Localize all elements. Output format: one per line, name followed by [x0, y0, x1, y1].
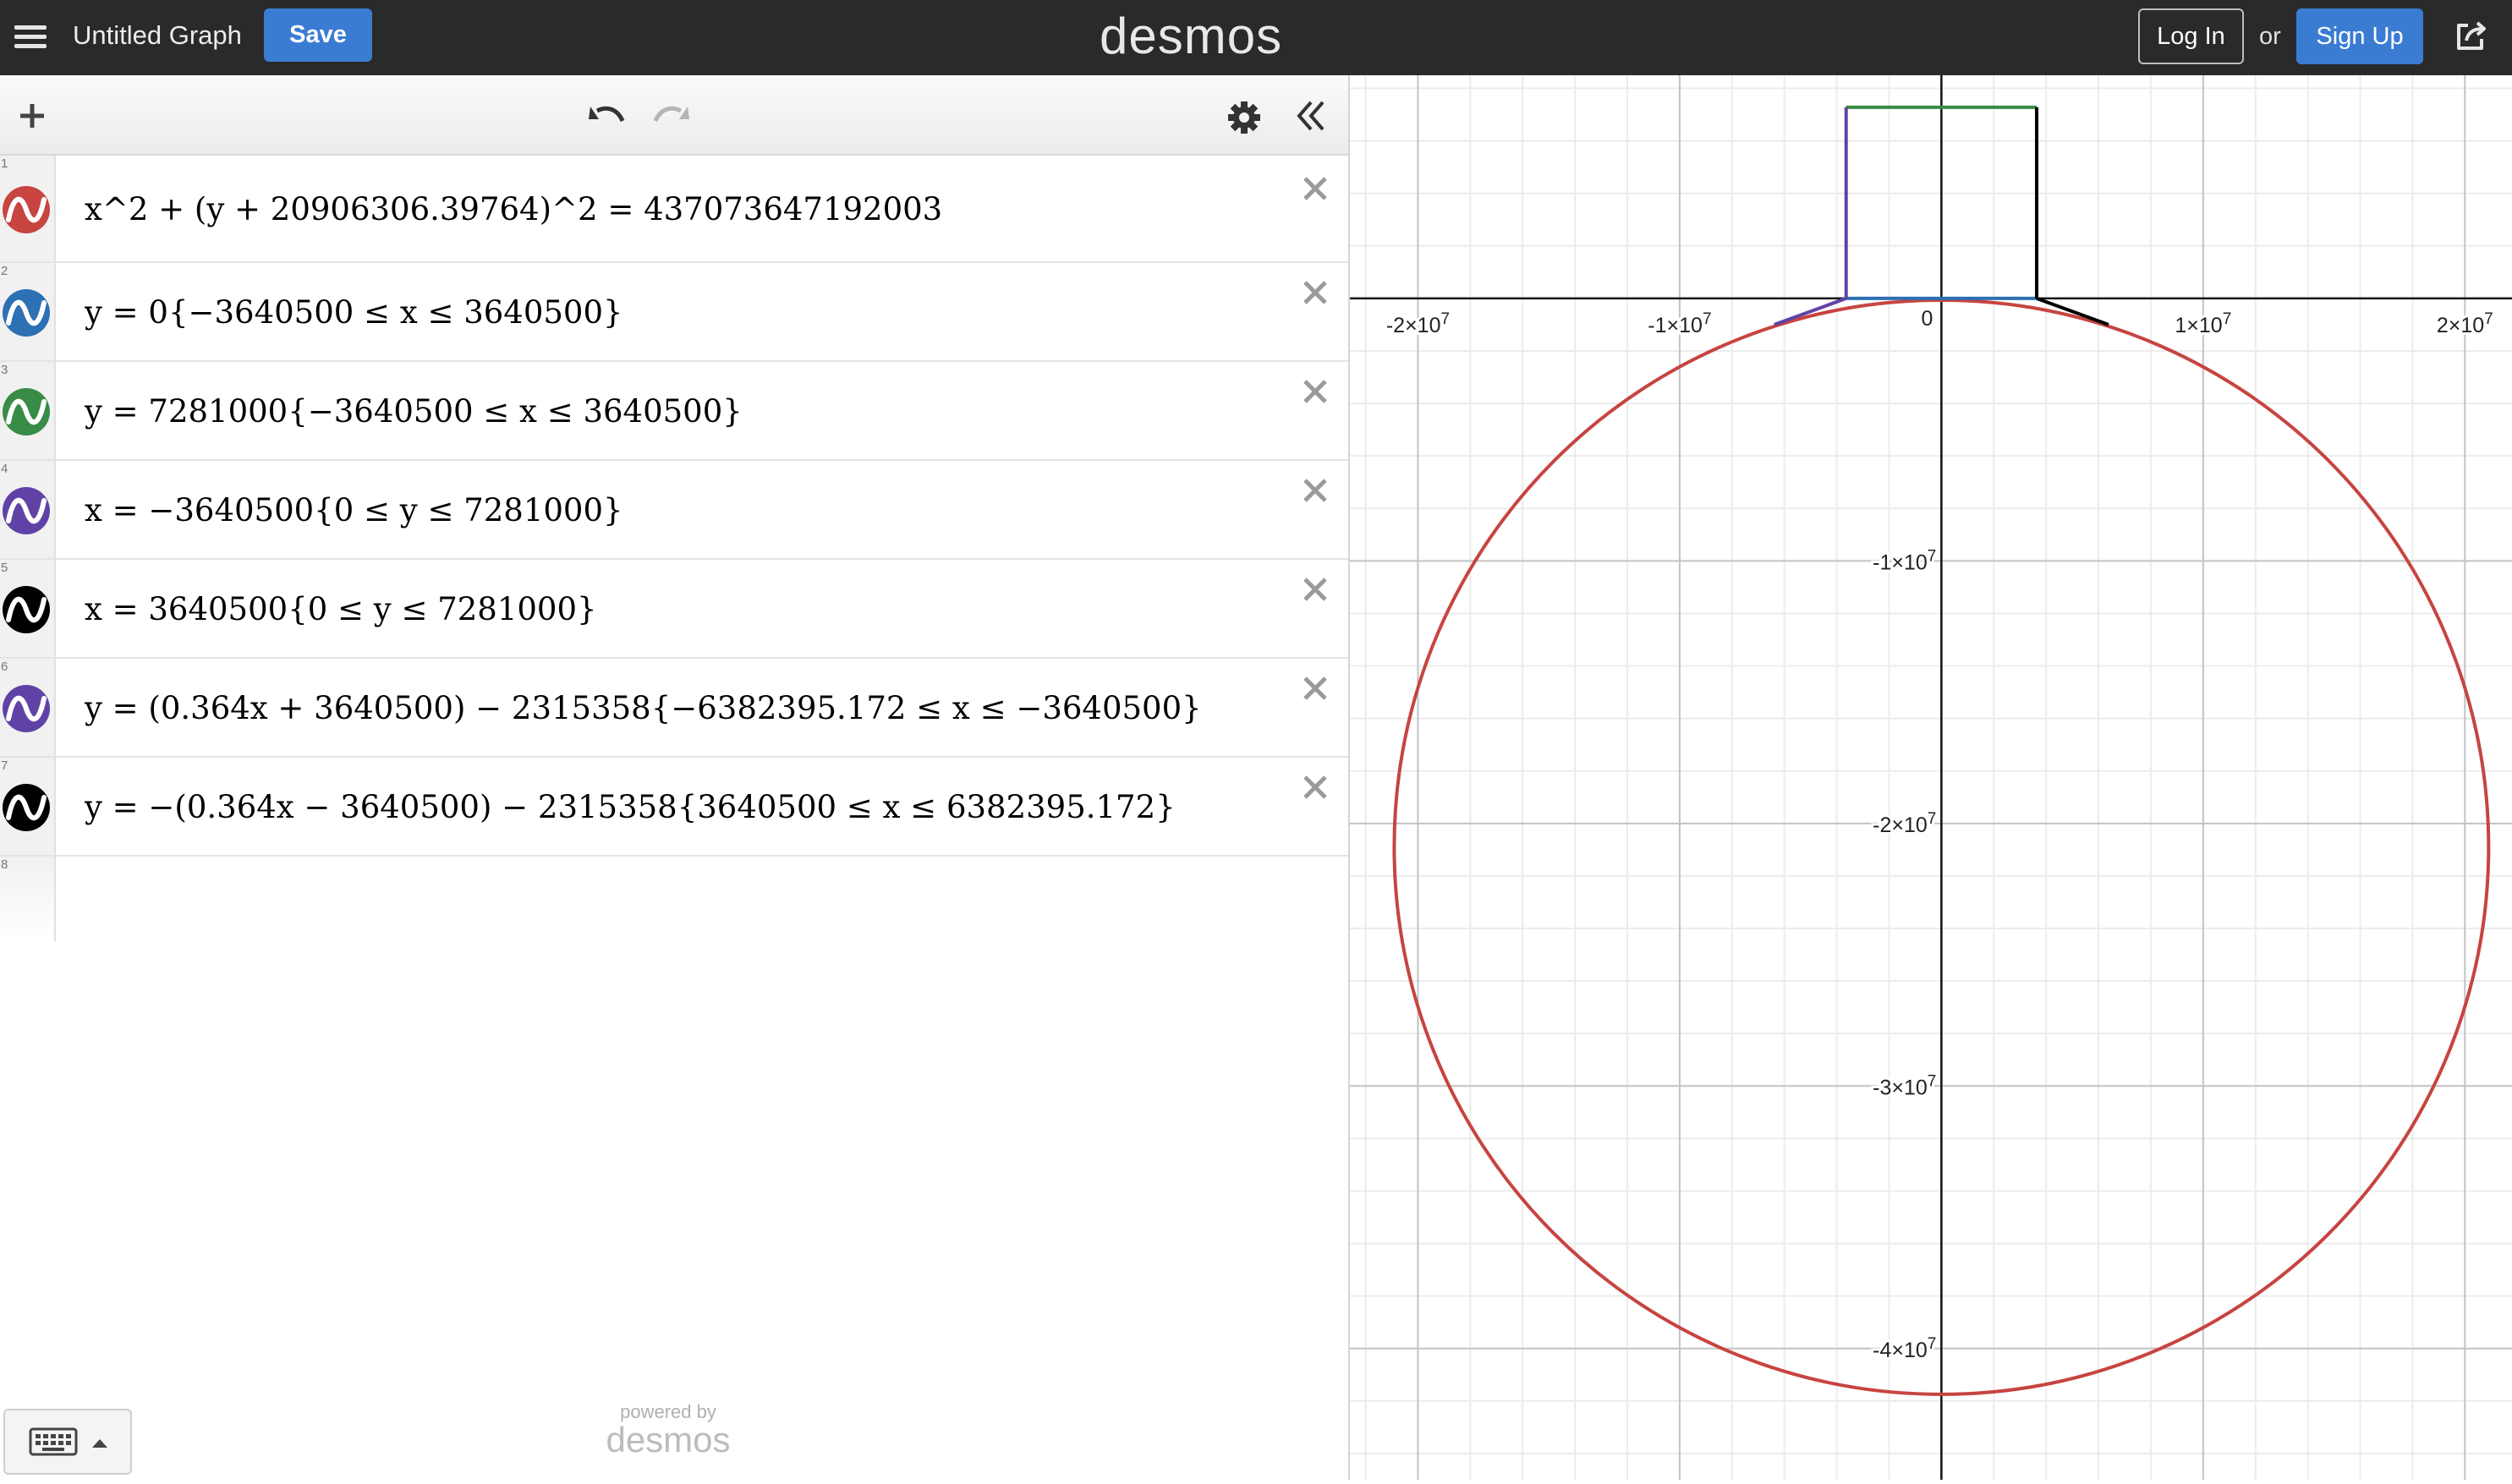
- y-tick-label-exponent: 7: [1928, 1072, 1937, 1090]
- expression-input[interactable]: y = 0{−3640500 ≤ x ≤ 3640500}: [85, 293, 623, 331]
- expression-toolbar: [0, 75, 1348, 156]
- chevron-up-icon: [92, 1439, 107, 1448]
- graph-color-toggle-icon[interactable]: [3, 684, 50, 732]
- expression-row[interactable]: 1 x^2 + (y + 20906306.39764)^2 = 43707364…: [0, 156, 1348, 263]
- y-tick-label-exponent: 7: [1928, 1335, 1937, 1353]
- expression-number: 2: [1, 264, 8, 278]
- delete-expression-icon[interactable]: [1301, 773, 1330, 802]
- expression-row[interactable]: 4 x = −3640500{0 ≤ y ≤ 7281000}: [0, 461, 1348, 560]
- x-tick-label-exponent: 7: [1440, 310, 1450, 328]
- expression-gutter: 2: [0, 263, 56, 360]
- expression-number: 1: [1, 156, 8, 171]
- powered-by-desmos: powered by desmos: [592, 1401, 744, 1460]
- expression-gutter: 3: [0, 362, 56, 459]
- y-tick-label-exponent: 7: [1928, 810, 1937, 828]
- graph-color-toggle-icon[interactable]: [3, 288, 50, 337]
- login-button[interactable]: Log In: [2138, 8, 2244, 64]
- graph-canvas[interactable]: -2×107 -2×107 -1×107 -1×107 0 0 1×107 1×107 2×10…: [1350, 75, 2512, 1480]
- slope-right: [2036, 297, 2109, 326]
- expression-row[interactable]: 2 y = 0{−3640500 ≤ x ≤ 3640500}: [0, 263, 1348, 362]
- delete-expression-icon[interactable]: [1301, 674, 1330, 703]
- save-button[interactable]: Save: [264, 8, 372, 62]
- expression-gutter: 7: [0, 758, 56, 855]
- x-tick-label: 1×107: [2175, 310, 2231, 337]
- y-tick-label-exponent: 7: [1928, 1335, 1937, 1353]
- x-tick-label-halo: 1×107: [2175, 310, 2231, 337]
- y-tick-label: -4×107: [1873, 1335, 1936, 1362]
- y-tick-label: -1×107: [1873, 547, 1936, 574]
- y-tick-label-exponent: 7: [1928, 547, 1937, 565]
- expression-number: 5: [1, 561, 8, 575]
- expression-input[interactable]: x^2 + (y + 20906306.39764)^2 = 437073647…: [85, 190, 943, 227]
- expression-input[interactable]: x = 3640500{0 ≤ y ≤ 7281000}: [85, 590, 597, 627]
- y-tick-label: -2×107: [1873, 810, 1936, 837]
- desmos-logo: desmos: [1100, 8, 1283, 64]
- graph-title[interactable]: Untitled Graph: [73, 20, 242, 50]
- expression-gutter: 4: [0, 461, 56, 558]
- graph-color-toggle-icon[interactable]: [3, 387, 50, 435]
- desmos-footer-logo: desmos: [606, 1420, 731, 1459]
- x-tick-label-exponent: 7: [2484, 310, 2493, 328]
- expression-row[interactable]: 5 x = 3640500{0 ≤ y ≤ 7281000}: [0, 560, 1348, 659]
- collapse-panel-icon[interactable]: [1294, 99, 1328, 133]
- delete-expression-icon[interactable]: [1301, 575, 1330, 604]
- delete-expression-icon[interactable]: [1301, 476, 1330, 505]
- powered-by-text: powered by: [620, 1401, 716, 1422]
- expression-input[interactable]: y = (0.364x + 3640500) − 2315358{−638239…: [85, 689, 1202, 726]
- x-tick-label-exponent: 7: [2223, 310, 2232, 328]
- expression-number: 8: [1, 857, 8, 872]
- y-tick-label-exponent: 7: [1928, 547, 1937, 565]
- delete-expression-icon[interactable]: [1301, 377, 1330, 406]
- y-tick-label-exponent: 7: [1928, 810, 1937, 828]
- or-text: or: [2259, 23, 2281, 50]
- x-tick-label: -1×107: [1648, 310, 1711, 337]
- x-tick-label-halo: 0: [1921, 307, 1933, 331]
- expression-row[interactable]: 6 y = (0.364x + 3640500) − 2315358{−63823…: [0, 659, 1348, 758]
- x-tick-label-exponent: 7: [1440, 310, 1450, 328]
- expression-number: 4: [1, 462, 8, 476]
- expression-number: 3: [1, 363, 8, 377]
- graph-color-toggle-icon[interactable]: [3, 486, 50, 534]
- expression-list: 1 x^2 + (y + 20906306.39764)^2 = 43707364…: [0, 156, 1348, 941]
- expression-gutter: 5: [0, 560, 56, 657]
- signup-button[interactable]: Sign Up: [2296, 8, 2423, 64]
- expression-panel: 1 x^2 + (y + 20906306.39764)^2 = 43707364…: [0, 75, 1350, 1480]
- expression-input[interactable]: y = −(0.364x − 3640500) − 2315358{364050…: [85, 788, 1176, 825]
- keyboard-icon: [29, 1427, 78, 1456]
- graph-color-toggle-icon[interactable]: [3, 585, 50, 633]
- graph-color-toggle-icon[interactable]: [3, 783, 50, 831]
- x-tick-label-exponent: 7: [1703, 310, 1712, 328]
- expression-input[interactable]: y = 7281000{−3640500 ≤ x ≤ 3640500}: [85, 392, 743, 430]
- x-tick-label-exponent: 7: [2223, 310, 2232, 328]
- graph-color-toggle-icon[interactable]: [3, 185, 50, 233]
- hamburger-menu-icon[interactable]: [14, 23, 47, 52]
- expression-number: 6: [1, 660, 8, 674]
- expression-input[interactable]: x = −3640500{0 ≤ y ≤ 7281000}: [85, 491, 623, 528]
- expression-gutter: 1: [0, 156, 56, 261]
- expression-gutter: 6: [0, 659, 56, 756]
- expression-row[interactable]: 3 y = 7281000{−3640500 ≤ x ≤ 3640500}: [0, 362, 1348, 461]
- x-tick-label-exponent: 7: [2484, 310, 2493, 328]
- delete-expression-icon[interactable]: [1301, 278, 1330, 307]
- undo-icon[interactable]: [587, 102, 626, 129]
- plus-icon[interactable]: [17, 101, 47, 131]
- new-expression-row[interactable]: 8: [0, 857, 1348, 941]
- top-bar: Untitled Graph Save desmos Log In or Sig…: [0, 0, 2512, 75]
- expression-number: 7: [1, 758, 8, 773]
- y-tick-label-exponent: 7: [1928, 1072, 1937, 1090]
- y-tick-label: -3×107: [1873, 1072, 1936, 1099]
- delete-expression-icon[interactable]: [1301, 174, 1330, 203]
- share-icon[interactable]: [2454, 19, 2488, 52]
- x-tick-label-exponent: 7: [1703, 310, 1712, 328]
- expression-gutter: 8: [0, 857, 56, 941]
- circle-curve: [1392, 298, 2491, 1396]
- keyboard-toggle-button[interactable]: [3, 1409, 132, 1475]
- x-tick-label: 2×107: [2437, 310, 2493, 337]
- x-tick-label: -2×107: [1386, 310, 1450, 337]
- gear-icon[interactable]: [1227, 101, 1261, 134]
- redo-icon[interactable]: [652, 102, 691, 129]
- expression-row[interactable]: 7 y = −(0.364x − 3640500) − 2315358{36405…: [0, 758, 1348, 857]
- slope-left: [1774, 297, 1847, 326]
- x-tick-label: 0: [1921, 307, 1933, 331]
